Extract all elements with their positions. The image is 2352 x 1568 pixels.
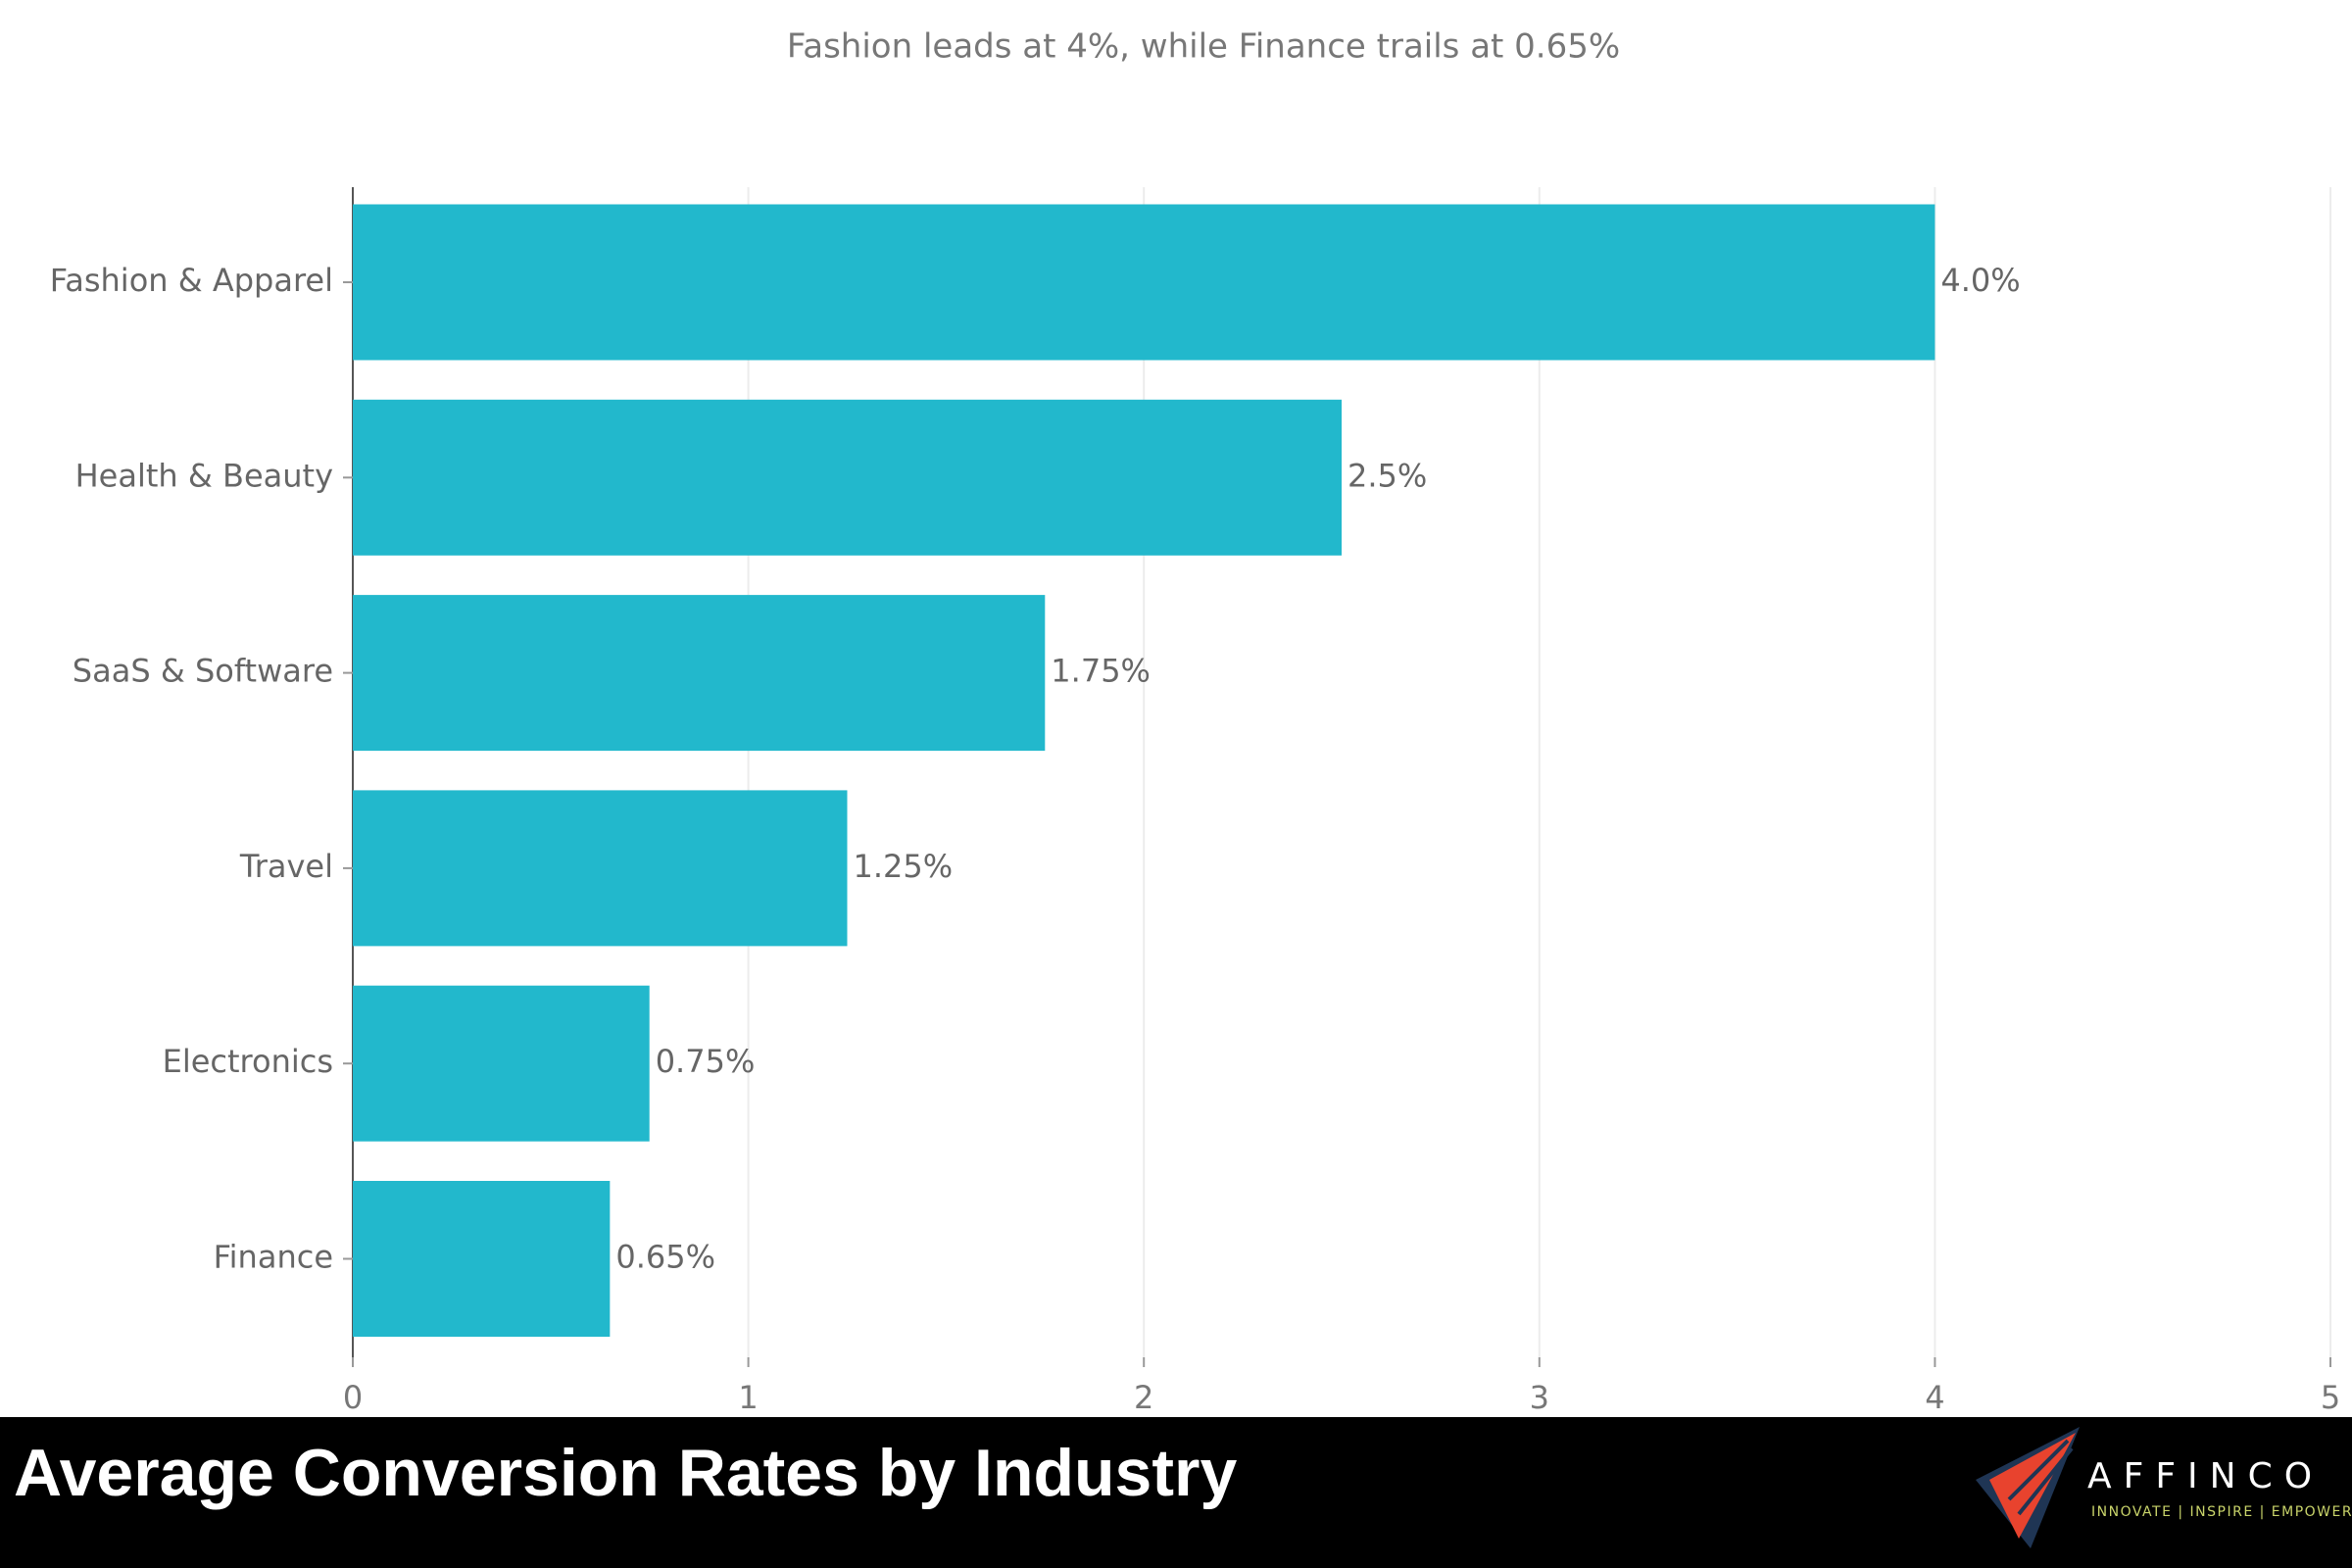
y-tick-label: Health & Beauty [75,457,333,494]
data-label: 4.0% [1940,262,2020,299]
bar [353,399,1342,556]
y-tick-label: Travel [239,848,333,885]
data-label: 1.25% [854,848,954,885]
x-tick-label: 0 [343,1379,363,1416]
logo-name: AFFINCO [2087,1456,2324,1496]
logo-fold [2007,1439,2070,1501]
data-label: 1.75% [1051,653,1151,690]
chart-subtitle: Fashion leads at 4%, while Finance trail… [787,27,1620,67]
bar [353,1181,611,1337]
bar [353,595,1046,752]
bar [353,204,1936,361]
logo-icon [1976,1427,2080,1548]
y-tick-label: Finance [214,1239,333,1276]
y-tick-label: SaaS & Software [73,653,333,690]
x-tick-label: 3 [1530,1379,1549,1416]
bar [353,790,848,947]
logo-plane-front [1989,1433,2076,1539]
x-tick-label: 5 [2321,1379,2340,1416]
logo-tagline: INNOVATE | INSPIRE | EMPOWER [2091,1504,2352,1520]
title-banner [0,1417,2352,1568]
data-label: 0.65% [615,1239,715,1276]
data-label: 0.75% [656,1043,756,1080]
x-tick-label: 2 [1134,1379,1153,1416]
x-tick-label: 4 [1925,1379,1944,1416]
logo-fold [2017,1446,2074,1516]
bar [353,985,650,1142]
y-tick-label: Electronics [163,1043,333,1080]
chart-title: Average Conversion Rates by Industry [14,1436,1237,1510]
data-label: 2.5% [1348,457,1427,494]
plot-area: 0 1 2 3 4 5 Fashion & Apparel 4.0% Health & Beau… [50,187,2340,1416]
y-tick-label: Fashion & Apparel [50,262,333,299]
x-tick-label: 1 [738,1379,758,1416]
